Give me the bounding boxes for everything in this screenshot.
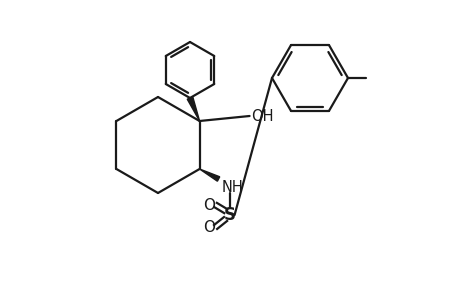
Text: O: O bbox=[203, 220, 215, 235]
Text: O: O bbox=[203, 197, 215, 212]
Text: OH: OH bbox=[251, 109, 274, 124]
Text: NH: NH bbox=[221, 179, 243, 194]
Polygon shape bbox=[199, 169, 219, 181]
Text: S: S bbox=[223, 206, 235, 224]
Polygon shape bbox=[187, 97, 199, 121]
